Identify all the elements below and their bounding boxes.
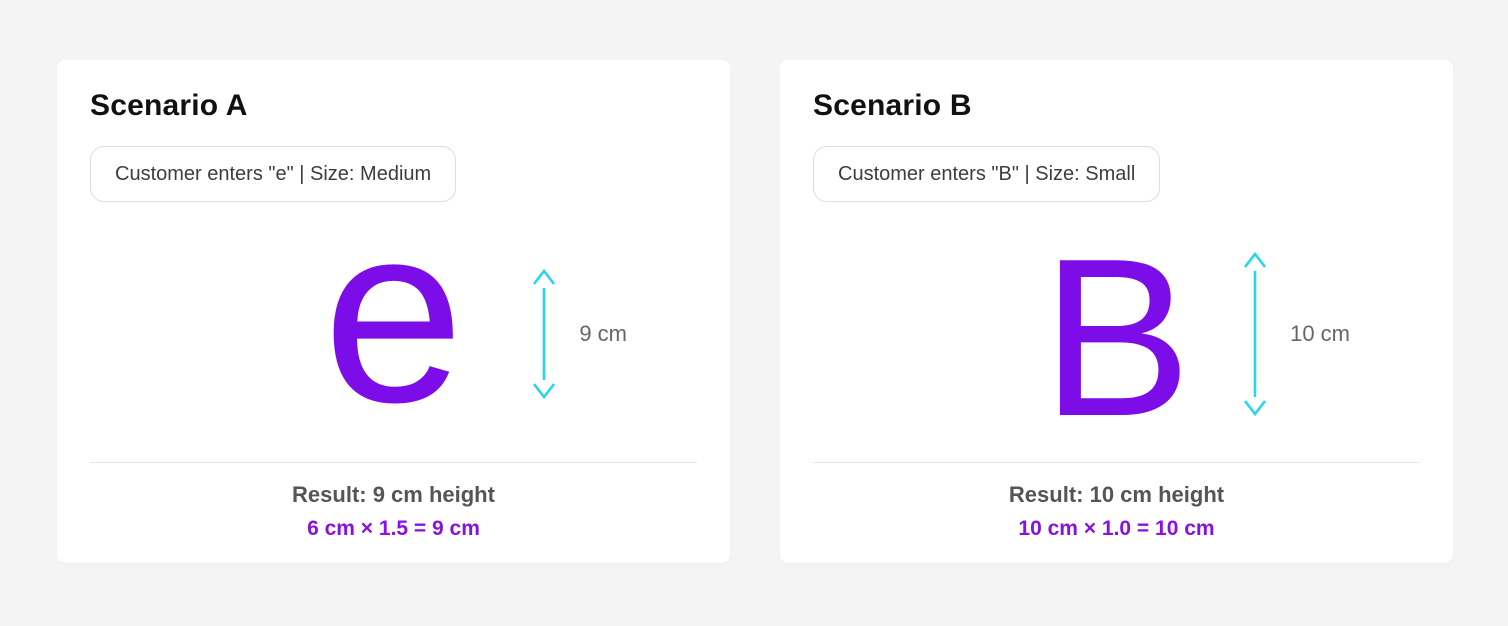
scenario-a-letter-preview: e 9 cm (90, 186, 697, 462)
scenario-b-input-text: Customer enters "B" | Size: Small (838, 163, 1136, 185)
scenario-b-result-text: Result: 10 cm height (1008, 482, 1225, 507)
scenario-b-title: Scenario B (813, 89, 972, 122)
scenario-a-preview-letter: e (322, 171, 465, 455)
scenario-a-measurement: 9 cm (531, 268, 627, 400)
scenario-b-card: Scenario B Customer enters "B" | Size: S… (780, 60, 1453, 563)
scenario-b-measure-label: 10 cm (1290, 321, 1350, 346)
scenario-a-measure-label: 9 cm (579, 321, 627, 346)
scenario-a-input-pill: Customer enters "e" | Size: Medium (90, 146, 457, 202)
scenario-a-card: Scenario A Customer enters "e" | Size: M… (57, 60, 730, 563)
scenario-a-result-text: Result: 9 cm height (292, 482, 495, 507)
scenario-a-formula-text: 6 cm × 1.5 = 9 cm (307, 517, 480, 540)
scenario-b-preview-letter: B (1041, 210, 1192, 463)
scenario-b-formula-text: 10 cm × 1.0 = 10 cm (1018, 517, 1215, 540)
scenario-b-letter-preview: B 10 cm (813, 206, 1420, 462)
vertical-measure-arrow-icon (533, 268, 556, 400)
scenario-b-measurement: 10 cm (1242, 251, 1350, 417)
divider (813, 462, 1420, 463)
vertical-measure-arrow-icon (1244, 251, 1267, 417)
scenario-a-title: Scenario A (90, 89, 248, 122)
divider (90, 462, 697, 463)
scenario-a-input-text: Customer enters "e" | Size: Medium (115, 163, 432, 185)
scenario-b-input-pill: Customer enters "B" | Size: Small (813, 146, 1161, 202)
